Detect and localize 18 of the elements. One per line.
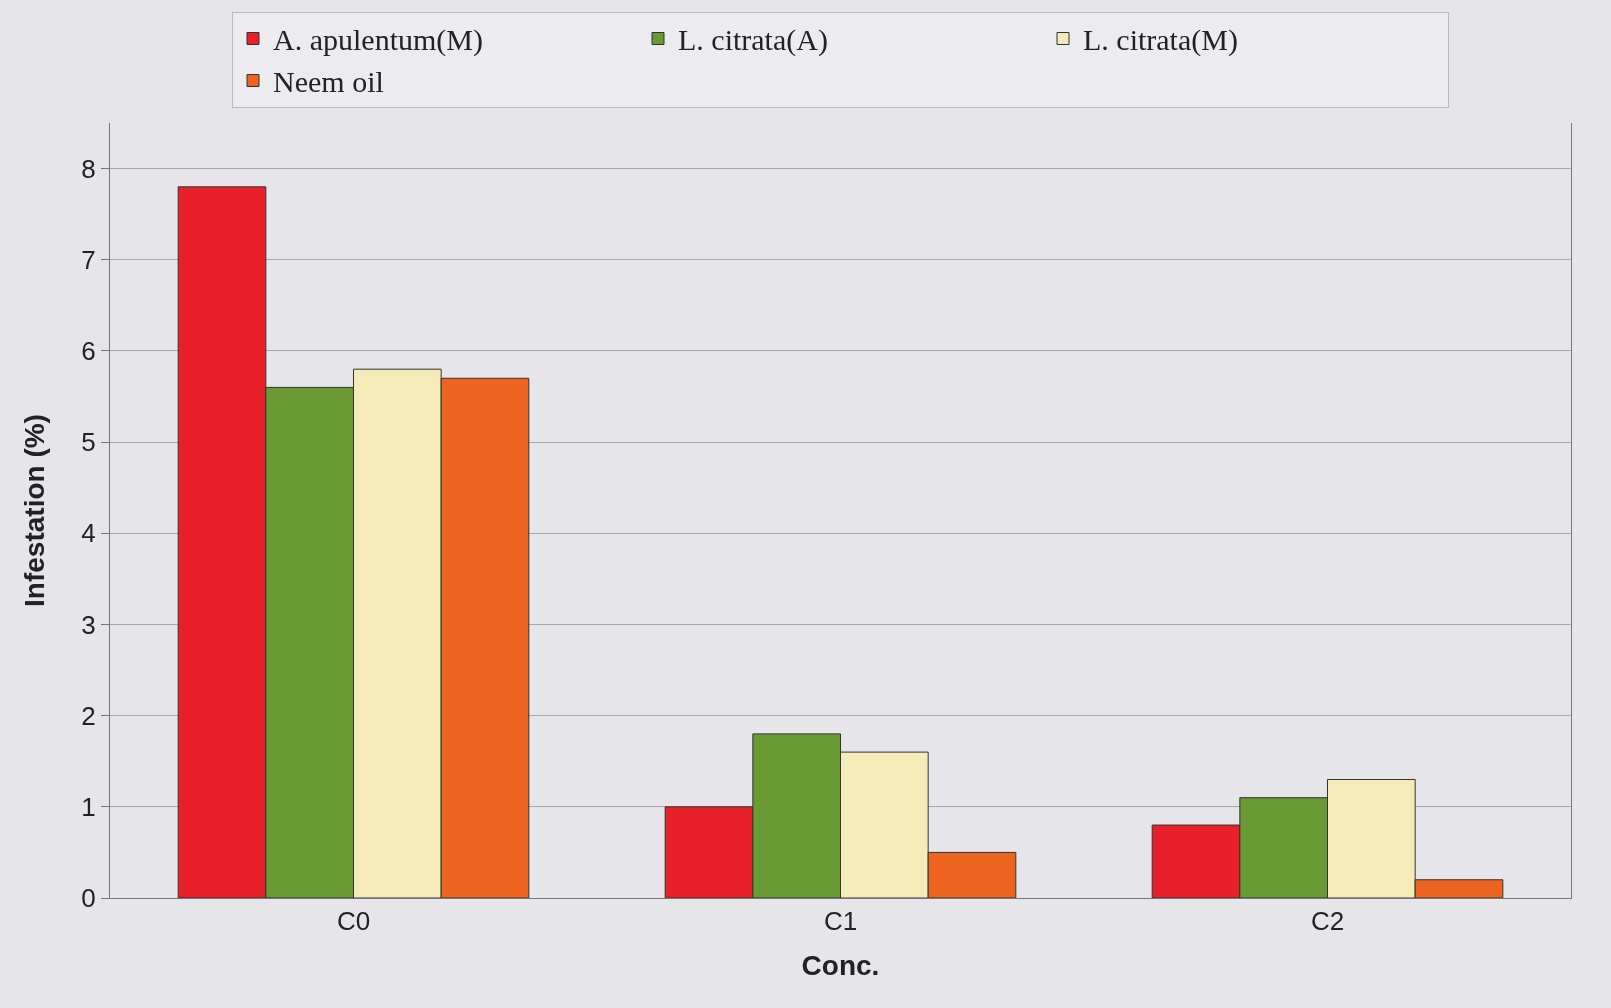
y-tick-label: 3 (81, 609, 96, 640)
x-tick-label: C1 (823, 906, 858, 937)
y-tick-label: 6 (81, 336, 96, 367)
y-tick-label: 5 (81, 427, 96, 458)
y-axis-title: Infestation (%) (19, 414, 50, 607)
x-axis-title: Conc. (801, 950, 880, 982)
y-tick-label: 7 (81, 244, 96, 275)
x-tick-label: C0 (336, 906, 371, 937)
legend-label: L. citrata(A) (678, 23, 828, 58)
y-tick-label: 1 (81, 791, 96, 822)
y-tick-label: 4 (81, 518, 96, 549)
legend-label: Neem oil (273, 65, 384, 99)
y-tick-label: 2 (81, 700, 96, 731)
x-tick-label: C2 (1310, 906, 1345, 937)
legend-label: L. citrata(M) (1083, 23, 1238, 58)
y-tick-label: 0 (81, 883, 96, 914)
y-tick-label: 8 (81, 153, 96, 184)
legend-label: A. apulentum(M) (273, 23, 483, 58)
